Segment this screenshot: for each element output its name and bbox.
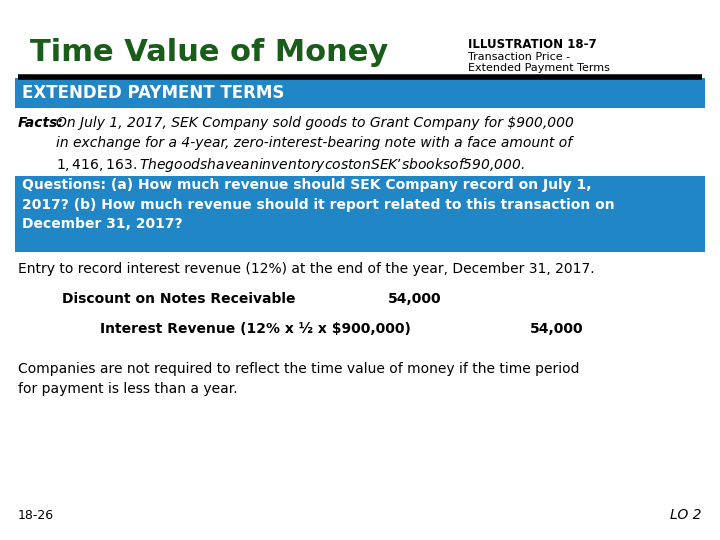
Text: Time Value of Money: Time Value of Money [30, 38, 388, 67]
Text: Discount on Notes Receivable: Discount on Notes Receivable [62, 292, 295, 306]
Text: Transaction Price -: Transaction Price - [468, 52, 570, 62]
Bar [15, 78, 705, 108]
Text: 54,000: 54,000 [530, 322, 584, 336]
Text: EXTENDED PAYMENT TERMS: EXTENDED PAYMENT TERMS [22, 84, 284, 102]
Text: ILLUSTRATION 18-7: ILLUSTRATION 18-7 [468, 38, 597, 51]
Text: Extended Payment Terms: Extended Payment Terms [468, 63, 610, 73]
Text: 18-26: 18-26 [18, 509, 54, 522]
Text: Entry to record interest revenue (12%) at the end of the year, December 31, 2017: Entry to record interest revenue (12%) a… [18, 262, 595, 276]
Text: On July 1, 2017, SEK Company sold goods to Grant Company for $900,000
in exchang: On July 1, 2017, SEK Company sold goods … [56, 116, 574, 174]
Bar [15, 176, 705, 252]
Text: Companies are not required to reflect the time value of money if the time period: Companies are not required to reflect th… [18, 362, 580, 396]
Text: LO 2: LO 2 [670, 508, 702, 522]
Text: Questions: (a) How much revenue should SEK Company record on July 1,
2017? (b) H: Questions: (a) How much revenue should S… [22, 178, 615, 231]
Text: Interest Revenue (12% x ½ x $900,000): Interest Revenue (12% x ½ x $900,000) [100, 322, 411, 336]
Text: Facts:: Facts: [18, 116, 64, 130]
Text: 54,000: 54,000 [388, 292, 441, 306]
